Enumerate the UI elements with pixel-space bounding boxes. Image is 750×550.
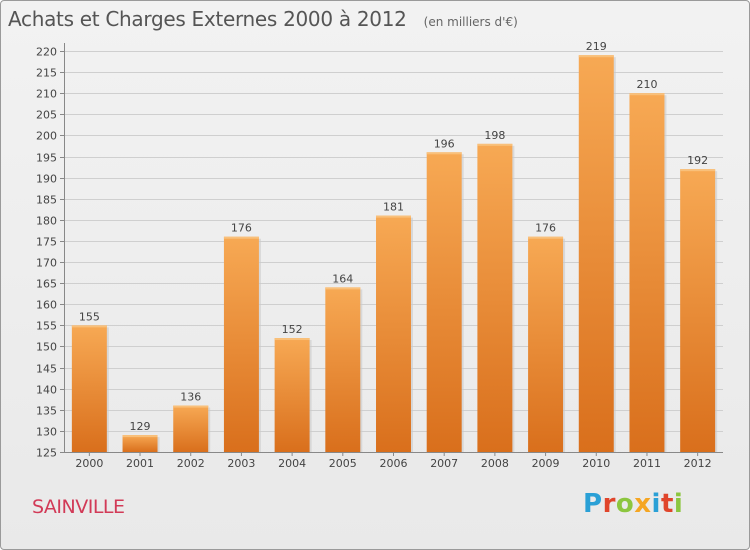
x-tick-label: 2009 xyxy=(532,457,560,470)
y-tick-label: 200 xyxy=(36,130,57,143)
y-tick-label: 175 xyxy=(36,236,57,249)
bar-highlight xyxy=(325,287,361,290)
y-tick-label: 160 xyxy=(36,299,57,312)
bar-2011 xyxy=(629,93,665,453)
bar-2008 xyxy=(477,143,513,452)
value-label: 155 xyxy=(79,310,100,323)
y-tick-label: 165 xyxy=(36,278,57,291)
y-tick-label: 140 xyxy=(36,384,57,397)
x-tick-label: 2006 xyxy=(380,457,408,470)
bar-highlight xyxy=(426,152,462,155)
bar-highlight xyxy=(528,236,564,239)
y-tick-label: 210 xyxy=(36,88,57,101)
bar-2002 xyxy=(173,405,209,452)
commune-name: SAINVILLE xyxy=(32,496,125,518)
value-label: 219 xyxy=(586,40,607,53)
bar-2004 xyxy=(274,338,310,452)
value-label: 176 xyxy=(231,222,252,235)
bar-2001 xyxy=(122,435,158,452)
bar-highlight xyxy=(629,93,665,96)
x-tick-label: 2002 xyxy=(177,457,205,470)
value-label: 164 xyxy=(332,272,353,285)
value-label: 196 xyxy=(434,137,455,150)
y-tick-label: 220 xyxy=(36,46,57,59)
y-tick-label: 185 xyxy=(36,194,57,207)
value-label: 176 xyxy=(535,222,556,235)
y-tick-label: 145 xyxy=(36,363,57,376)
bar-highlight xyxy=(71,325,107,328)
bar-2006 xyxy=(376,215,411,452)
y-tick-label: 135 xyxy=(36,405,57,418)
value-label: 210 xyxy=(636,78,657,91)
bar-highlight xyxy=(578,55,614,58)
bar-highlight xyxy=(274,338,310,341)
logo-letter: r xyxy=(602,489,616,519)
bar-2009 xyxy=(528,236,564,452)
x-tick-label: 2007 xyxy=(430,457,458,470)
logo-letter: P xyxy=(583,489,603,519)
value-label: 181 xyxy=(383,201,404,214)
value-label: 198 xyxy=(484,129,505,142)
bar-highlight xyxy=(477,143,513,146)
y-tick-label: 180 xyxy=(36,215,57,228)
x-axis-ticks: 2000 2001 2002 2003 2004 2005 2006 2007 2008 2009… xyxy=(75,452,712,470)
title-row: Achats et Charges Externes 2000 à 2012 (… xyxy=(8,7,518,31)
bar-2005 xyxy=(325,287,361,452)
bar-2010 xyxy=(578,55,614,452)
x-tick-label: 2004 xyxy=(278,457,306,470)
logo-letter: i xyxy=(651,489,661,519)
x-tick-label: 2003 xyxy=(227,457,255,470)
y-tick-label: 190 xyxy=(36,173,57,186)
x-tick-label: 2000 xyxy=(75,457,103,470)
x-tick-label: 2011 xyxy=(633,457,661,470)
x-tick-label: 2010 xyxy=(582,457,610,470)
logo-letter: x xyxy=(634,489,652,519)
chart-title: Achats et Charges Externes 2000 à 2012 xyxy=(8,7,407,31)
bar-highlight xyxy=(122,435,158,438)
y-tick-label: 125 xyxy=(36,447,57,460)
bar-highlight xyxy=(173,405,209,408)
y-tick-label: 195 xyxy=(36,152,57,165)
value-label: 129 xyxy=(130,420,151,433)
bar-2007 xyxy=(426,152,462,452)
value-label: 192 xyxy=(687,154,708,167)
y-tick-label: 150 xyxy=(36,341,57,354)
logo-letter: t xyxy=(660,489,674,519)
bar-2000 xyxy=(71,325,107,452)
chart-subtitle: (en milliers d'€) xyxy=(423,15,518,29)
y-tick-label: 215 xyxy=(36,67,57,80)
value-label: 152 xyxy=(282,323,303,336)
logo-letter: o xyxy=(615,489,635,519)
y-tick-label: 130 xyxy=(36,426,57,439)
x-tick-label: 2005 xyxy=(329,457,357,470)
value-labels: 155 129 136 176 152 164 181 196 198 176 219 210 192 xyxy=(79,40,708,433)
logo-letter: i xyxy=(673,489,684,519)
bar-highlight xyxy=(680,169,716,172)
y-axis-ticks: 125 130 135 140 145 150 155 160 165 170 175 180 185 1… xyxy=(36,46,64,460)
proxiti-logo[interactable]: Proxiti xyxy=(583,489,683,519)
bar-highlight xyxy=(223,236,259,239)
bar-2003 xyxy=(223,236,259,452)
value-label: 136 xyxy=(180,391,201,404)
x-tick-label: 2012 xyxy=(684,457,712,470)
bar-2012 xyxy=(680,169,716,453)
bar-highlight xyxy=(376,215,411,218)
y-tick-label: 205 xyxy=(36,109,57,122)
y-tick-label: 170 xyxy=(36,257,57,270)
x-tick-label: 2001 xyxy=(126,457,154,470)
x-tick-label: 2008 xyxy=(481,457,509,470)
y-tick-label: 155 xyxy=(36,320,57,333)
bars xyxy=(71,55,718,453)
